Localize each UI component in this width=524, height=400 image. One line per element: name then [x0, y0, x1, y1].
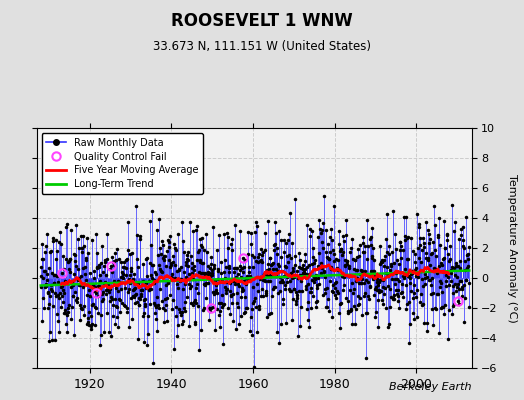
Text: 33.673 N, 111.151 W (United States): 33.673 N, 111.151 W (United States) [153, 40, 371, 53]
Y-axis label: Temperature Anomaly (°C): Temperature Anomaly (°C) [507, 174, 517, 322]
Text: Berkeley Earth: Berkeley Earth [389, 382, 472, 392]
Text: ROOSEVELT 1 WNW: ROOSEVELT 1 WNW [171, 12, 353, 30]
Legend: Raw Monthly Data, Quality Control Fail, Five Year Moving Average, Long-Term Tren: Raw Monthly Data, Quality Control Fail, … [41, 133, 203, 194]
